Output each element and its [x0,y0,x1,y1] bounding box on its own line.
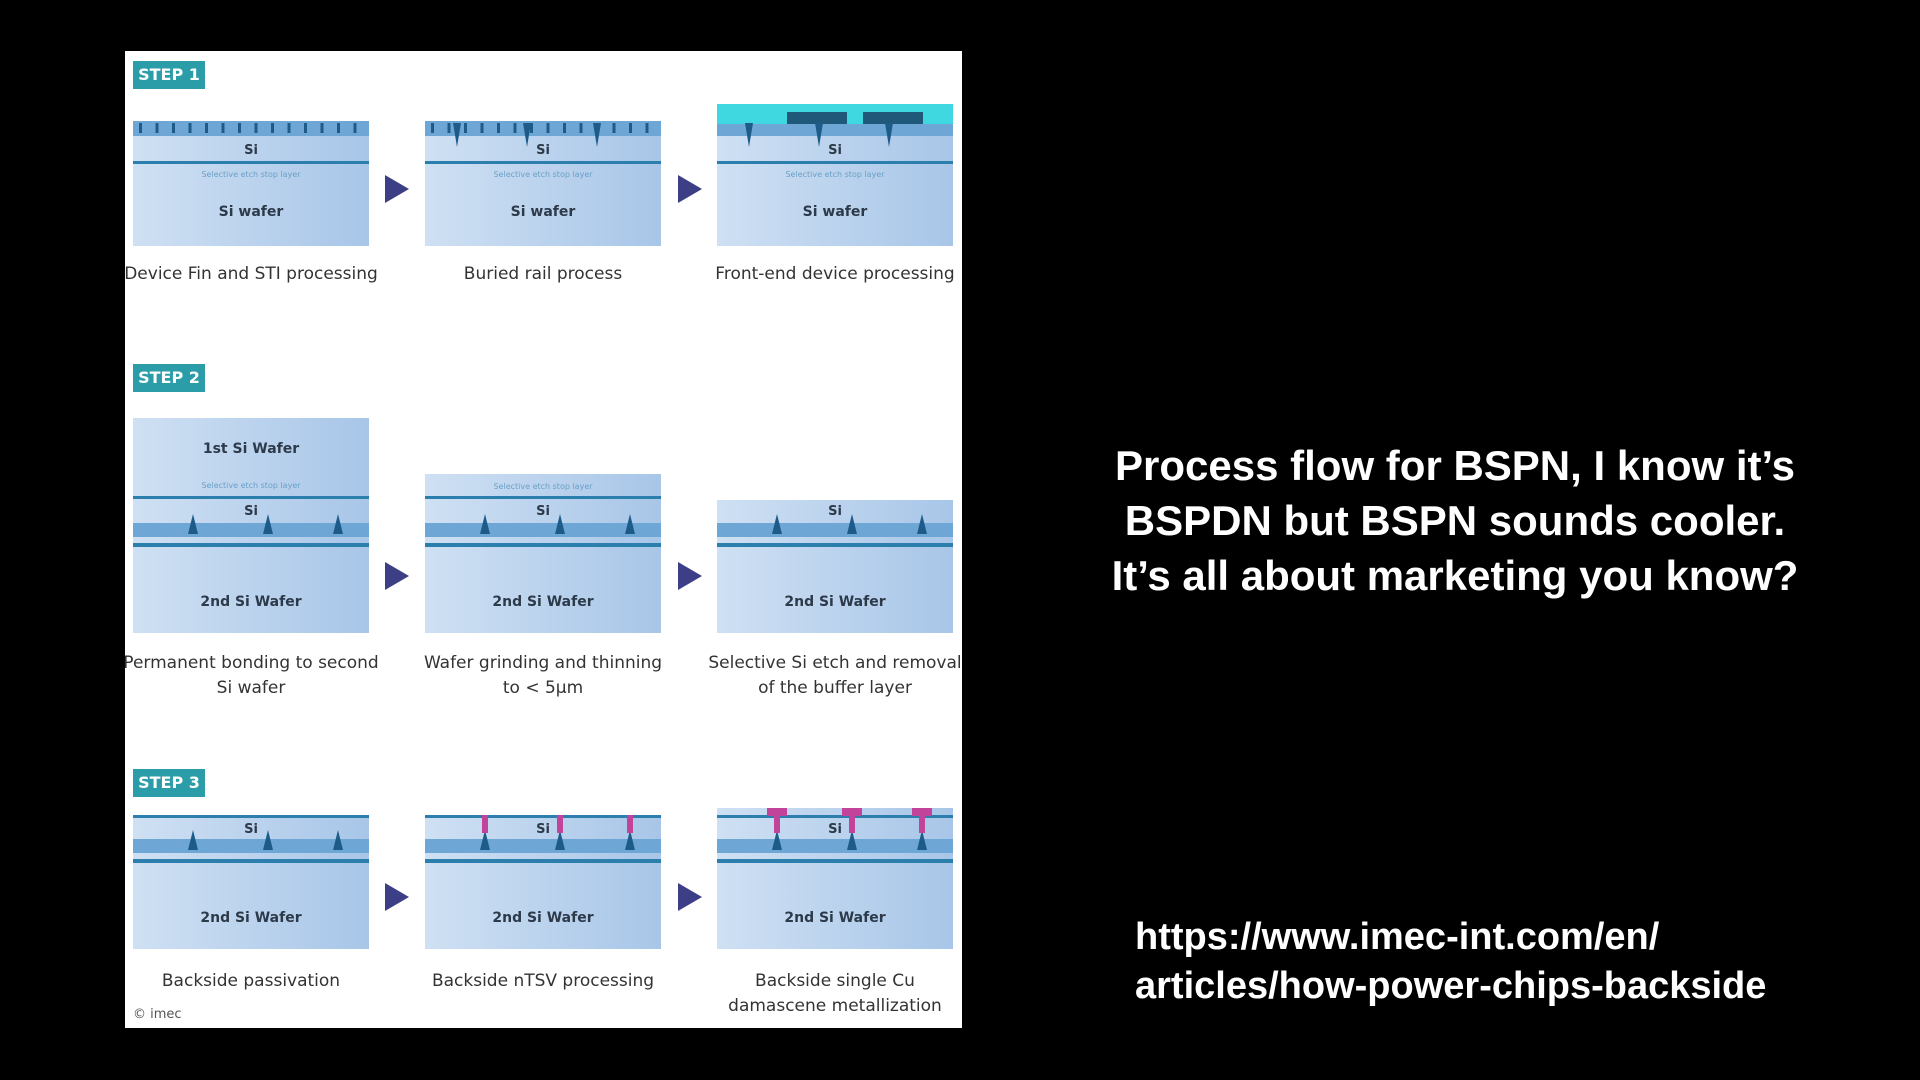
fin-mark [221,123,225,133]
copyright-label: © imec [133,1007,182,1022]
fin-mark [353,123,357,133]
panel-metallization: Si 2nd Si Wafer [717,808,953,949]
fin-mark [271,123,274,133]
si-wafer-label: Si wafer [803,204,868,220]
fin-mark [139,123,142,133]
second-wafer-label: 2nd Si Wafer [200,594,301,610]
arrow-icon [678,175,702,203]
headline-line: Process flow for BSPN, I know it’s [1115,442,1795,489]
panel-front-end: Si Selective etch stop layer Si wafer [717,104,953,246]
wafer-illustration: 1st Si Wafer Selective etch stop layer S… [133,418,369,633]
arrow-icon [385,175,409,203]
arrow-icon [678,562,702,590]
fin-mark [497,123,500,133]
caption-grinding: Wafer grinding and thinning to < 5µm [423,653,663,698]
headline-line: It’s all about marketing you know? [1111,552,1799,599]
wafer-illustration: Si Selective etch stop layer Si wafer [425,121,661,246]
fin-mark [431,123,434,133]
si-label: Si [536,822,550,837]
panel-buried-rail: Si Selective etch stop layer Si wafer [425,121,661,246]
fin-mark [254,123,258,133]
first-wafer-label: 1st Si Wafer [203,441,299,457]
fin-mark [563,123,566,133]
source-link-line[interactable]: articles/how-power-chips-backside [1135,965,1767,1007]
wafer-illustration: Selective etch stop layer Si 2nd Si Wafe… [425,474,661,633]
caption-passivation: Backside passivation [161,971,341,991]
si-label: Si [828,143,842,158]
fin-mark [172,123,175,133]
fin-mark [629,123,632,133]
fin-mark [337,123,340,133]
arrow-icon [385,883,409,911]
fin-mark [612,123,616,133]
fin-mark [645,123,649,133]
si-label: Si [536,143,550,158]
fin-mark [205,123,208,133]
fin-mark [447,123,451,133]
si-label: Si [244,822,258,837]
etch-stop-label: Selective etch stop layer [493,170,593,179]
arrow-icon [678,883,702,911]
step-2-badge: STEP 2 [133,364,205,392]
wafer-illustration: Si 2nd Si Wafer [133,815,369,949]
fin-mark [480,123,484,133]
second-wafer-label: 2nd Si Wafer [492,594,593,610]
etch-stop-label: Selective etch stop layer [201,481,301,490]
step-3-badge: STEP 3 [133,769,205,797]
si-label: Si [244,143,258,158]
source-link-line[interactable]: https://www.imec-int.com/en/ [1135,916,1660,958]
fin-mark [287,123,291,133]
si-label: Si [536,504,550,519]
fin-mark [320,123,324,133]
caption-buried-rail: Buried rail process [463,264,623,284]
panel-bonding: 1st Si Wafer Selective etch stop layer S… [133,418,369,633]
headline-line: BSPDN but BSPN sounds cooler. [1124,497,1786,544]
headline: Process flow for BSPN, I know it’s BSPDN… [1060,438,1850,603]
caption-selective-etch: Selective Si etch and removal of the buf… [708,653,962,698]
etch-stop-label: Selective etch stop layer [201,170,301,179]
caption-bonding: Permanent bonding to second Si wafer [123,653,379,698]
si-wafer-label: Si wafer [219,204,284,220]
panel-device-fin: Si Selective etch stop layer Si wafer [133,121,369,246]
fin-mark [579,123,583,133]
second-wafer-label: 2nd Si Wafer [784,910,885,926]
step-1-badge: STEP 1 [133,61,205,89]
wafer-illustration: Si Selective etch stop layer Si wafer [133,121,369,246]
fin-mark [188,123,192,133]
wafer-illustration: Si Selective etch stop layer Si wafer [717,104,953,246]
panel-selective-etch: Si 2nd Si Wafer [717,500,953,633]
panel-ntsv: Si 2nd Si Wafer [425,815,661,949]
second-wafer-label: 2nd Si Wafer [492,910,593,926]
process-flow-figure: STEP 1 Si Selective etch stop layer Si w… [123,51,962,1028]
fin-mark [546,123,550,133]
wafer-illustration: Si 2nd Si Wafer [717,500,953,633]
fin-mark [513,123,517,133]
arrow-icon [385,562,409,590]
etch-stop-label: Selective etch stop layer [785,170,885,179]
etch-stop-label: Selective etch stop layer [493,482,593,491]
caption-device-fin: Device Fin and STI processing [124,264,378,284]
fin-mark [464,123,467,133]
second-wafer-label: 2nd Si Wafer [784,594,885,610]
second-wafer-label: 2nd Si Wafer [200,910,301,926]
caption-ntsv: Backside nTSV processing [431,971,655,991]
fin-mark [530,123,533,133]
wafer-illustration: Si 2nd Si Wafer [425,815,661,949]
fin-mark [155,123,159,133]
panel-passivation: Si 2nd Si Wafer [133,815,369,949]
caption-front-end: Front-end device processing [715,264,955,284]
panel-grinding: Selective etch stop layer Si 2nd Si Wafe… [425,474,661,633]
fin-mark [238,123,241,133]
si-label: Si [828,504,842,519]
si-label: Si [828,822,842,837]
si-label: Si [244,504,258,519]
fin-mark [304,123,307,133]
caption-metallization: Backside single Cu damascene metallizati… [728,971,942,1016]
si-wafer-label: Si wafer [511,204,576,220]
source-link[interactable]: https://www.imec-int.com/en/ articles/ho… [1135,913,1766,1011]
wafer-illustration: Si 2nd Si Wafer [717,808,953,949]
